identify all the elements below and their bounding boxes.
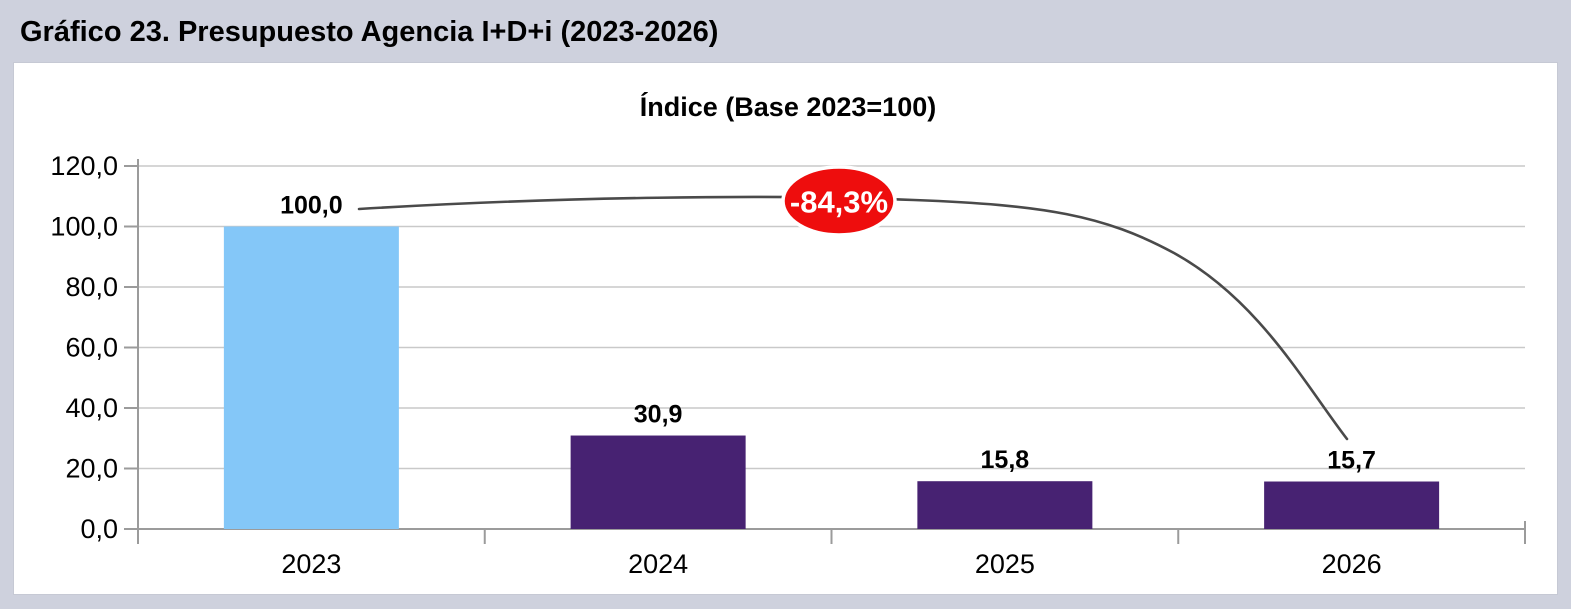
bar-value-label: 30,9 <box>634 401 683 429</box>
bar-2025 <box>917 481 1093 529</box>
bar-2023 <box>223 226 399 529</box>
x-category-label: 2026 <box>1322 549 1382 579</box>
y-tick-label: 40,0 <box>65 393 118 423</box>
page-title: Gráfico 23. Presupuesto Agencia I+D+i (2… <box>20 16 719 48</box>
y-tick-label: 100,0 <box>50 212 118 242</box>
bar-value-label: 15,8 <box>981 446 1030 474</box>
bar-2026 <box>1264 481 1440 529</box>
y-tick-label: 20,0 <box>65 454 118 484</box>
trend-curve <box>357 195 1349 441</box>
annotation-ellipse <box>781 165 897 237</box>
x-category-label: 2023 <box>281 549 341 579</box>
y-tick-label: 80,0 <box>65 272 118 302</box>
bar-value-label: 100,0 <box>280 192 343 220</box>
chart-title: Índice (Base 2023=100) <box>640 91 936 122</box>
x-category-label: 2025 <box>975 549 1035 579</box>
bar-value-label: 15,7 <box>1327 447 1376 475</box>
annotation-label: -84,3% <box>790 185 888 220</box>
x-category-label: 2024 <box>628 549 688 579</box>
chart-panel: 0,0 20,0 40,0 60,0 80,0 100,0 120,0 2023 2024 202… <box>13 62 1558 595</box>
y-tick-label: 120,0 <box>50 151 118 181</box>
y-tick-label: 0,0 <box>80 514 118 544</box>
bar-chart: 0,0 20,0 40,0 60,0 80,0 100,0 120,0 2023 2024 202… <box>50 91 1526 579</box>
bar-2024 <box>570 435 746 529</box>
y-tick-label: 60,0 <box>65 333 118 363</box>
